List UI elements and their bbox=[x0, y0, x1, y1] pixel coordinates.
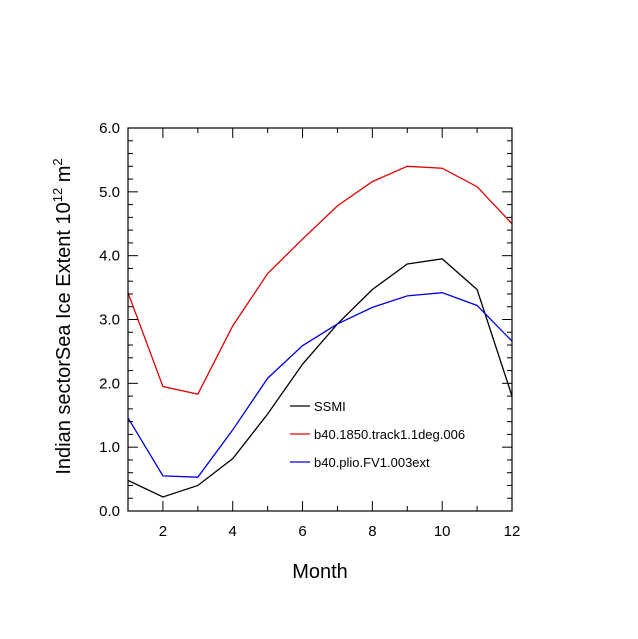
y-axis-title-exponent: 12 bbox=[50, 188, 65, 202]
legend-label: b40.1850.track1.1deg.006 bbox=[314, 427, 465, 442]
y-axis-title: Indian sectorSea Ice Extent 1012 m2 bbox=[50, 158, 75, 474]
x-tick-label: 2 bbox=[159, 523, 167, 540]
x-tick-label: 8 bbox=[368, 523, 376, 540]
plot-frame bbox=[127, 127, 513, 512]
x-tick-label: 4 bbox=[229, 523, 237, 540]
y-axis-title-unit: m bbox=[53, 166, 75, 188]
series-line-3 bbox=[127, 292, 513, 478]
y-tick-label: 6.0 bbox=[99, 120, 120, 137]
axis-ticks bbox=[127, 127, 513, 512]
series-line-2 bbox=[127, 165, 513, 395]
y-axis-title-prefix: Indian sectorSea Ice Extent 10 bbox=[53, 202, 75, 474]
series-line-1 bbox=[127, 258, 513, 498]
y-tick-label: 4.0 bbox=[99, 248, 120, 265]
x-axis-title: Month bbox=[292, 561, 348, 583]
x-tick-label: 10 bbox=[434, 523, 451, 540]
y-tick-label: 0.0 bbox=[99, 503, 120, 520]
legend: SSMI b40.1850.track1.1deg.006 b40.plio.FV1… bbox=[290, 399, 465, 470]
plot-marks bbox=[127, 165, 513, 498]
legend-label: b40.plio.FV1.003ext bbox=[314, 455, 430, 470]
y-tick-label: 2.0 bbox=[99, 375, 120, 392]
y-tick-label: 3.0 bbox=[99, 312, 120, 329]
legend-label: SSMI bbox=[314, 399, 346, 414]
y-tick-label: 5.0 bbox=[99, 184, 120, 201]
axis-tick-labels: 2 4 6 8 10 12 0.0 1.0 2.0 3.0 4.0 5.0 6.0 bbox=[99, 120, 520, 540]
x-tick-label: 6 bbox=[298, 523, 306, 540]
y-axis-title-unit-exponent: 2 bbox=[50, 158, 65, 165]
x-tick-label: 12 bbox=[504, 523, 521, 540]
y-tick-label: 1.0 bbox=[99, 439, 120, 456]
